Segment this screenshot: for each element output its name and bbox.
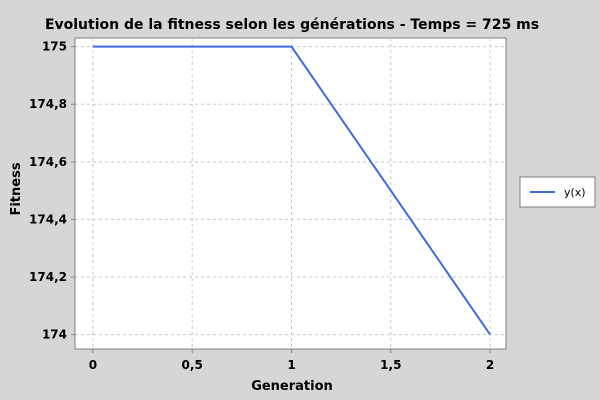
x-tick-label: 1,5 xyxy=(380,358,401,372)
series-layer xyxy=(92,45,491,336)
legend-label: y(x) xyxy=(564,186,586,199)
chart-title: Evolution de la fitness selon les généra… xyxy=(45,17,539,33)
series-line xyxy=(92,45,491,336)
x-axis: 0 0,5 1 1,5 2 xyxy=(89,349,494,372)
x-tick-label: 0 xyxy=(89,358,97,372)
y-tick-label: 174,2 xyxy=(29,270,67,284)
x-tick-label: 2 xyxy=(486,358,494,372)
x-axis-label: Generation xyxy=(251,379,333,394)
plot-area xyxy=(74,37,507,350)
y-tick-label: 174,8 xyxy=(29,97,67,111)
y-axis: 174 174,2 174,4 174,6 174,8 175 xyxy=(29,40,75,342)
y-tick-label: 174,6 xyxy=(29,155,67,169)
legend: y(x) xyxy=(519,176,596,208)
legend-box xyxy=(519,176,596,208)
y-tick-label: 174,4 xyxy=(29,212,67,226)
y-tick-label: 174 xyxy=(42,328,67,342)
grid xyxy=(75,38,506,349)
y-tick-label: 175 xyxy=(42,40,67,54)
x-tick-label: 1 xyxy=(287,358,295,372)
y-axis-label: Fitness xyxy=(9,162,24,215)
x-tick-label: 0,5 xyxy=(182,358,203,372)
